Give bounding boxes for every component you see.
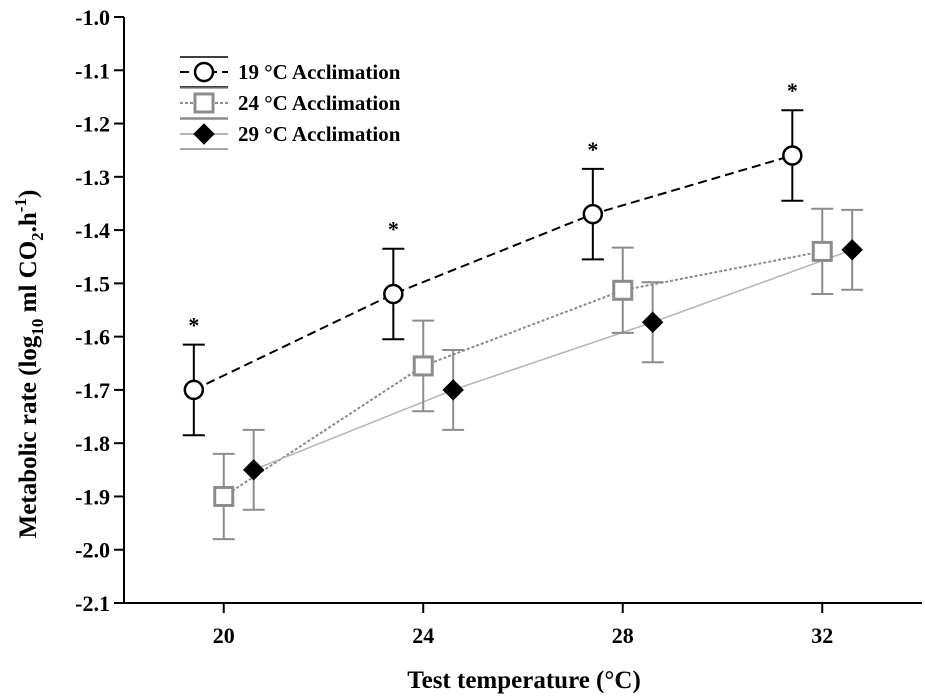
significance-star: *: [787, 78, 798, 103]
y-tick-label: -1.9: [75, 484, 110, 509]
y-tick-label: -1.2: [75, 112, 110, 137]
data-point-3: [442, 379, 464, 401]
y-tick-label: -1.4: [75, 218, 110, 243]
y-tick-label: -1.8: [75, 431, 110, 456]
x-axis-title: Test temperature (°C): [407, 667, 641, 694]
x-tick-label: 24: [412, 623, 434, 648]
axis-ticks: -2.1 -2.0 -1.9 -1.8 -1.7 -1.6 -1.5 -1.4 -1.3 -1.2…: [75, 5, 833, 648]
series-line-2: [223, 250, 823, 498]
significance-markers: * * * *: [188, 78, 798, 337]
y-tick-label: -1.6: [75, 325, 110, 350]
data-point-1: [782, 145, 803, 166]
data-point-1: [183, 379, 205, 401]
data-point-2: [612, 279, 634, 301]
y-tick-label: -1.0: [75, 5, 110, 30]
legend-marker-1: [193, 61, 215, 83]
significance-star: *: [188, 313, 199, 338]
data-point-2: [811, 240, 833, 262]
series-line-1: [193, 154, 793, 391]
y-tick-label: -2.0: [75, 538, 110, 563]
legend-label-3: 29 °C Acclimation: [238, 122, 401, 146]
legend-marker-3: [193, 123, 215, 145]
y-axis-title-suffix: ): [15, 190, 42, 198]
x-tick-label: 20: [213, 623, 235, 648]
y-tick-label: -1.5: [75, 271, 110, 296]
y-axis-title-sub2: 2: [28, 232, 47, 241]
plot-frame: [123, 17, 922, 604]
data-point-1: [383, 283, 404, 305]
significance-star: *: [388, 217, 399, 242]
legend-label-1: 19 °C Acclimation: [238, 60, 401, 84]
error-bars: [182, 109, 864, 541]
x-tick-label: 32: [811, 623, 833, 648]
y-axis-title-prefix: Metabolic rate (log: [15, 335, 42, 538]
y-tick-label: -1.7: [75, 378, 110, 403]
y-axis-title-mid: ml CO: [15, 241, 42, 319]
series-line-3: [253, 249, 853, 471]
data-point-1: [582, 203, 604, 225]
series-lines: [193, 154, 853, 498]
y-axis-title-mid2: .h: [15, 212, 42, 232]
data-point-2: [213, 485, 235, 507]
y-tick-label: -2.1: [75, 591, 110, 616]
legend: 19 °C Acclimation 24 °C Acclimation 29 °C …: [180, 56, 401, 150]
x-tick-label: 28: [612, 623, 634, 648]
legend-label-2: 24 °C Acclimation: [238, 91, 401, 115]
y-axis-title: Metabolic rate (log10 ml CO2.h-1): [11, 190, 47, 539]
data-markers: [183, 145, 863, 507]
data-point-3: [242, 459, 265, 481]
y-axis-title-sup: -1: [11, 198, 30, 212]
y-tick-label: -1.3: [75, 165, 110, 190]
data-point-2: [412, 355, 434, 377]
data-point-3: [841, 239, 863, 261]
y-tick-label: -1.1: [75, 58, 110, 83]
data-point-3: [641, 311, 664, 333]
legend-marker-2: [193, 92, 215, 114]
significance-star: *: [587, 137, 598, 162]
y-axis-title-sub1: 10: [28, 319, 47, 336]
